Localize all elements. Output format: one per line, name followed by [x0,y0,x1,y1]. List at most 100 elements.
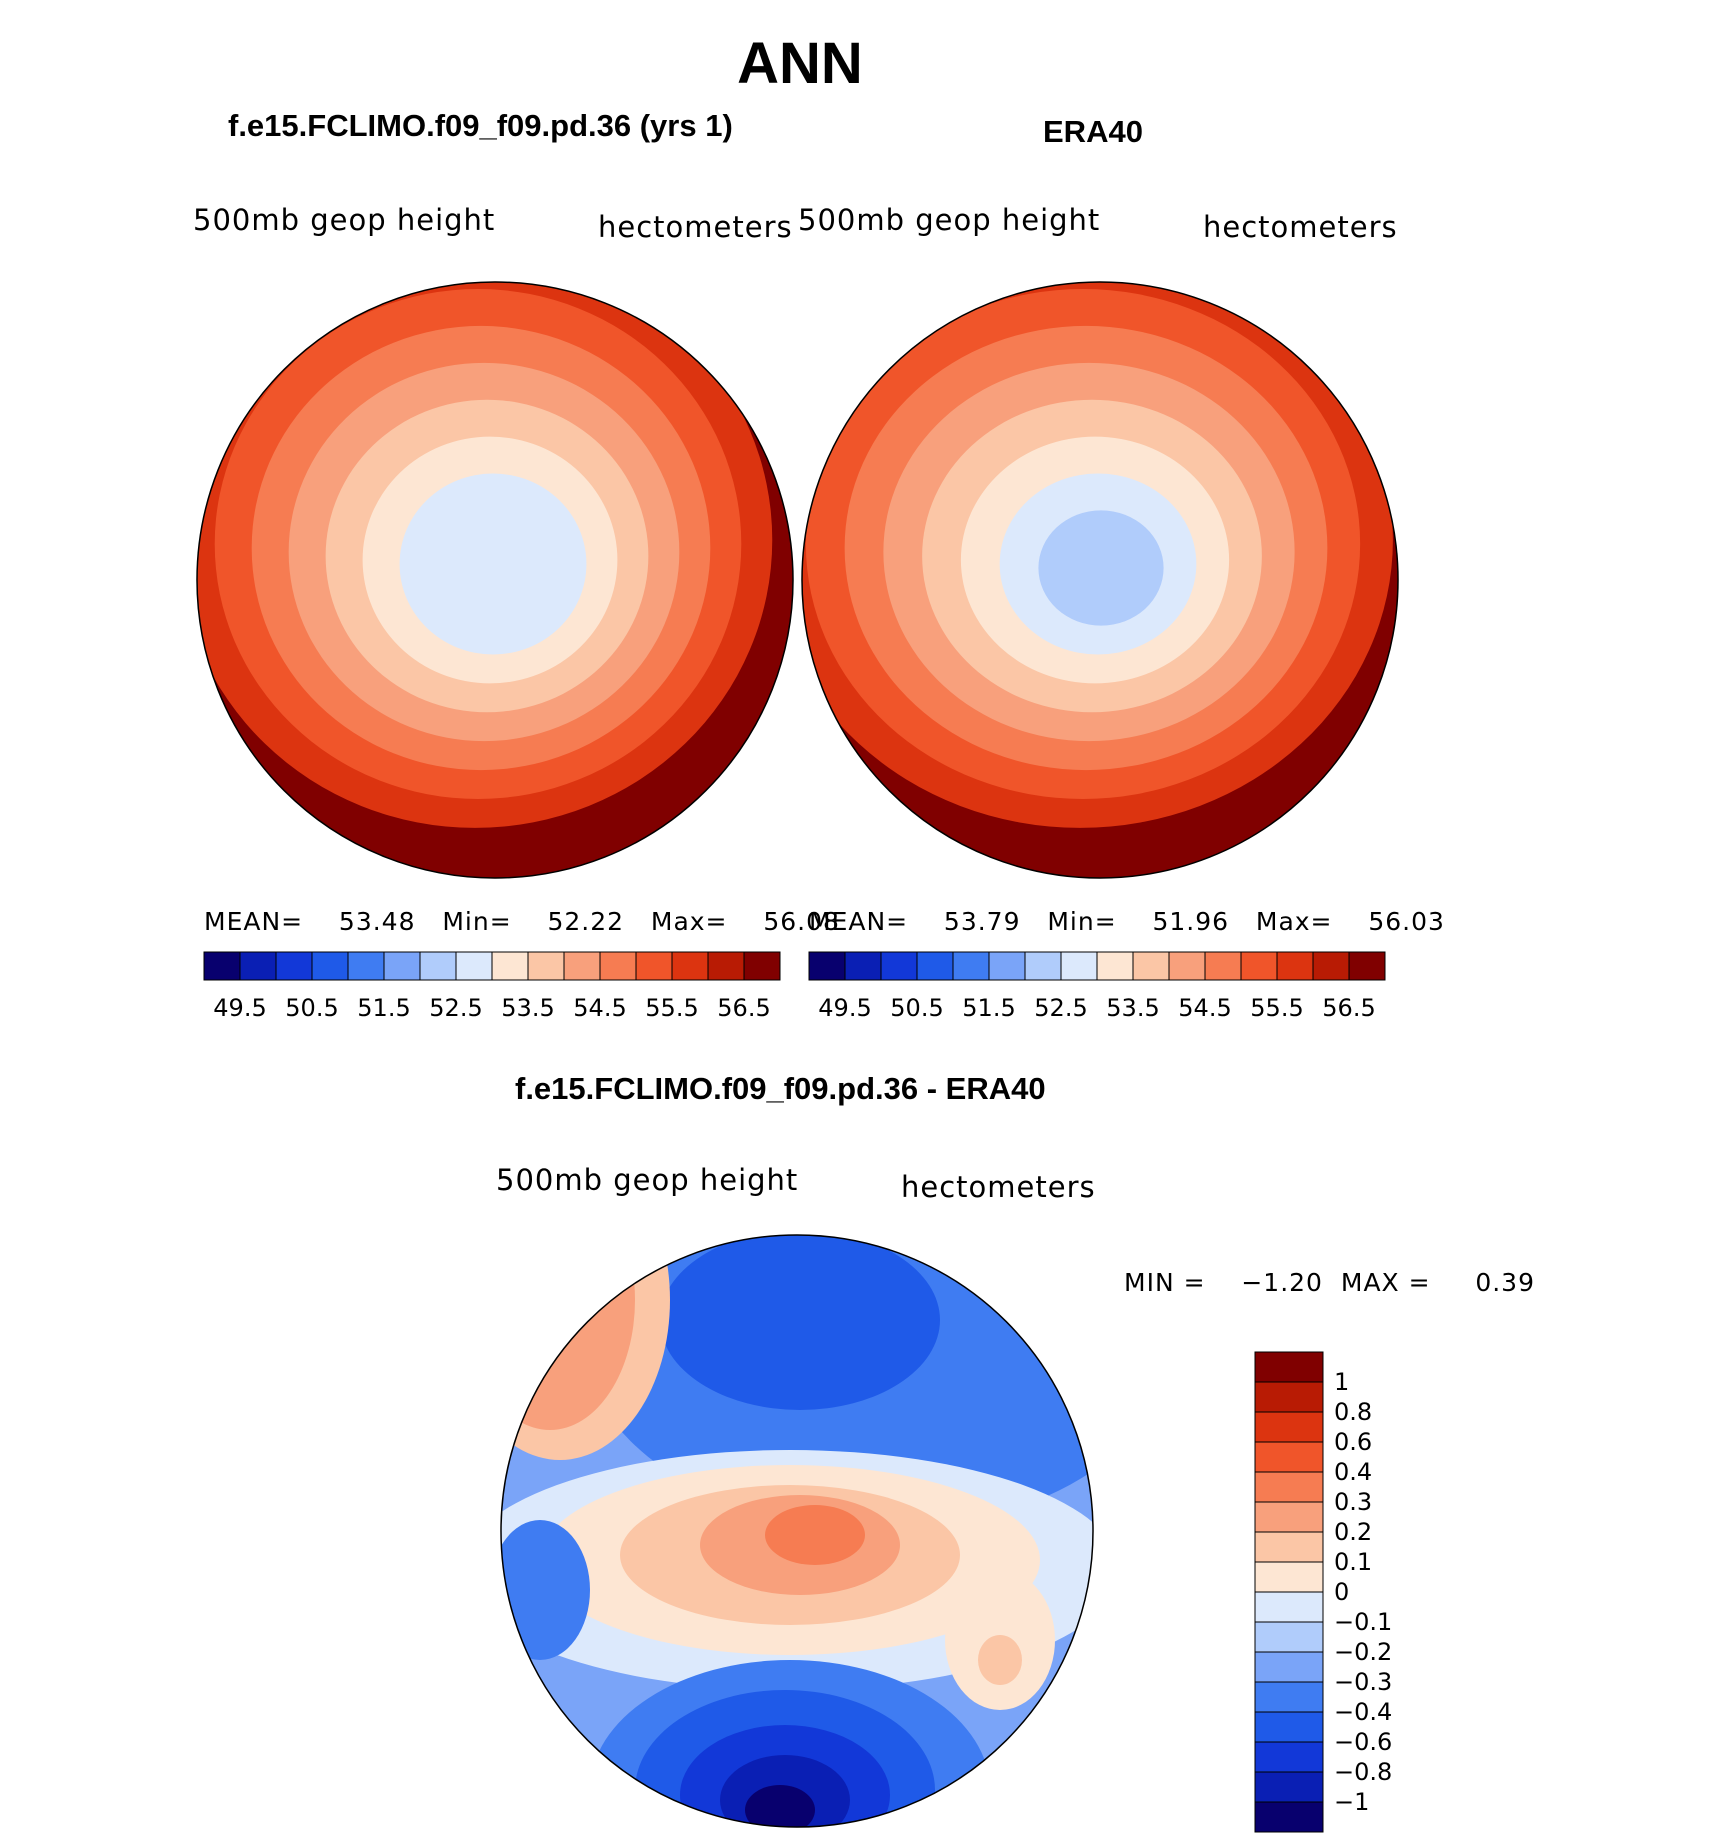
panel1-tick-label: 50.5 [285,994,338,1022]
panel1-tick-label: 49.5 [213,994,266,1022]
panel2-units-label: hectometers [1203,210,1398,244]
panel2-colorbar-box [1096,951,1134,981]
panel1-tick-label: 55.5 [645,994,698,1022]
main-title: ANN [737,31,863,96]
panel3-title: f.e15.FCLIMO.f09_f09.pd.36 - ERA40 [515,1071,1046,1106]
panel2-variable-label: 500mb geop height [798,203,1101,237]
panel1-colorbar-box [203,951,241,981]
panel2-colorbar-box [952,951,990,981]
panel1-colorbar-box [311,951,349,981]
panel1-stats: MEAN= 53.48 Min= 52.22 Max= 56.08 [204,907,840,936]
panel3-colorbar-box [1254,1441,1324,1473]
panel2-colorbar-box [1276,951,1314,981]
panel2-colorbar-box [1024,951,1062,981]
panel3-colorbar-box [1254,1381,1324,1413]
panel2-mean-label: MEAN= [809,907,909,936]
panel1-colorbar: 49.5 50.5 51.5 52.5 53.5 54.5 55.5 56.5 [203,951,781,1022]
panel1-colorbar-box [563,951,601,981]
panel3-tick-label: −0.3 [1334,1668,1392,1696]
panel3-colorbar: 10.80.60.40.30.20.10−0.1−0.2−0.3−0.4−0.6… [1254,1351,1392,1833]
panel1-colorbar-box [419,951,457,981]
panel2-tick-label: 54.5 [1178,994,1231,1022]
panel2-colorbar-box [1240,951,1278,981]
panel1-colorbar-box [275,951,313,981]
panel1-band-6 [399,473,587,655]
panel2-colorbar: 49.5 50.5 51.5 52.5 53.5 54.5 55.5 56.5 [808,951,1386,1022]
panel1-mean-label: MEAN= [204,907,304,936]
panel1-colorbar-box [383,951,421,981]
panel2-colorbar-box [916,951,954,981]
panel2-colorbar-box [808,951,846,981]
panel2-tick-label: 52.5 [1034,994,1087,1022]
panel2-min-value: 51.96 [1152,907,1230,936]
panel3-pos-nw [501,1235,635,1430]
panel2-title: ERA40 [1043,114,1143,149]
panel1-colorbar-box [491,951,529,981]
panel3-tick-label: −0.6 [1334,1728,1392,1756]
panel1-tick-label: 52.5 [429,994,482,1022]
panel3-colorbar-box [1254,1621,1324,1653]
panel3-tick-label: 0.8 [1334,1398,1372,1426]
panel2-map [801,281,1399,879]
panel2-colorbar-box [1060,951,1098,981]
panel3-variable-label: 500mb geop height [496,1163,799,1197]
panel1-min-label: Min= [442,907,512,936]
panel3-tick-label: −1 [1334,1788,1369,1816]
panel2-tick-label: 55.5 [1250,994,1303,1022]
panel1-max-value: 56.08 [763,907,840,936]
panel2-colorbar-box [1168,951,1206,981]
panel3-stats: MIN = −1.20 MAX = 0.39 [1124,1268,1535,1297]
panel1-colorbar-box [743,951,781,981]
panel1-units-label: hectometers [598,210,793,244]
panel3-neg-ne-core [660,1235,940,1410]
panel3-pos-east-core [978,1635,1022,1685]
panel3-map-border [500,1234,1094,1828]
panel3-colorbar-box [1254,1471,1324,1503]
panel1-mean-value: 53.48 [338,907,416,936]
panel3-colorbar-box [1254,1741,1324,1773]
panel3-tick-label: 0.1 [1334,1548,1372,1576]
panel3-tick-label: −0.1 [1334,1608,1392,1636]
panel1-title: f.e15.FCLIMO.f09_f09.pd.36 (yrs 1) [228,108,733,143]
panel3-tick-label: 0 [1334,1578,1349,1606]
panel3-min-value: −1.20 [1241,1268,1323,1297]
panel3-colorbar-box [1254,1591,1324,1623]
panel3-colorbar-box [1254,1411,1324,1443]
panel1-colorbar-box [599,951,637,981]
panel2-map-border [801,281,1399,879]
panel1-colorbar-box [671,951,709,981]
panel3-tick-label: 0.4 [1334,1458,1372,1486]
panel3-colorbar-box [1254,1351,1324,1383]
panel3-tick-label: −0.2 [1334,1638,1392,1666]
panel2-colorbar-box [880,951,918,981]
panel3-colorbar-box [1254,1681,1324,1713]
panel3-pos-max [765,1505,865,1565]
panel2-colorbar-box [1312,951,1350,981]
panel1-field [197,282,793,878]
panel2-tick-label: 50.5 [890,994,943,1022]
panel3-colorbar-box [1254,1711,1324,1743]
panel1-tick-label: 51.5 [357,994,410,1022]
panel3-map [500,1234,1094,1828]
panel1-colorbar-box [455,951,493,981]
panel1-colorbar-box [527,951,565,981]
panel3-max-value: 0.39 [1475,1268,1535,1297]
panel2-field [802,282,1398,878]
panel3-tick-label: 1 [1334,1368,1349,1396]
panel1-colorbar-box [635,951,673,981]
panel2-colorbar-box [1132,951,1170,981]
panel3-min [745,1785,815,1827]
panel2-tick-label: 56.5 [1322,994,1375,1022]
panel1-map-border [196,281,794,879]
panel3-units-label: hectometers [901,1170,1096,1204]
panel3-colorbar-box [1254,1531,1324,1563]
panel2-min-center [1052,554,1112,586]
panel2-stats: MEAN= 53.79 Min= 51.96 Max= 56.03 [809,907,1445,936]
panel2-tick-label: 53.5 [1106,994,1159,1022]
panel3-tick-label: 0.2 [1334,1518,1372,1546]
panel1-colorbar-box [347,951,385,981]
panel2-tick-label: 51.5 [962,994,1015,1022]
panel2-colorbar-box [1348,951,1386,981]
panel3-colorbar-box [1254,1771,1324,1803]
